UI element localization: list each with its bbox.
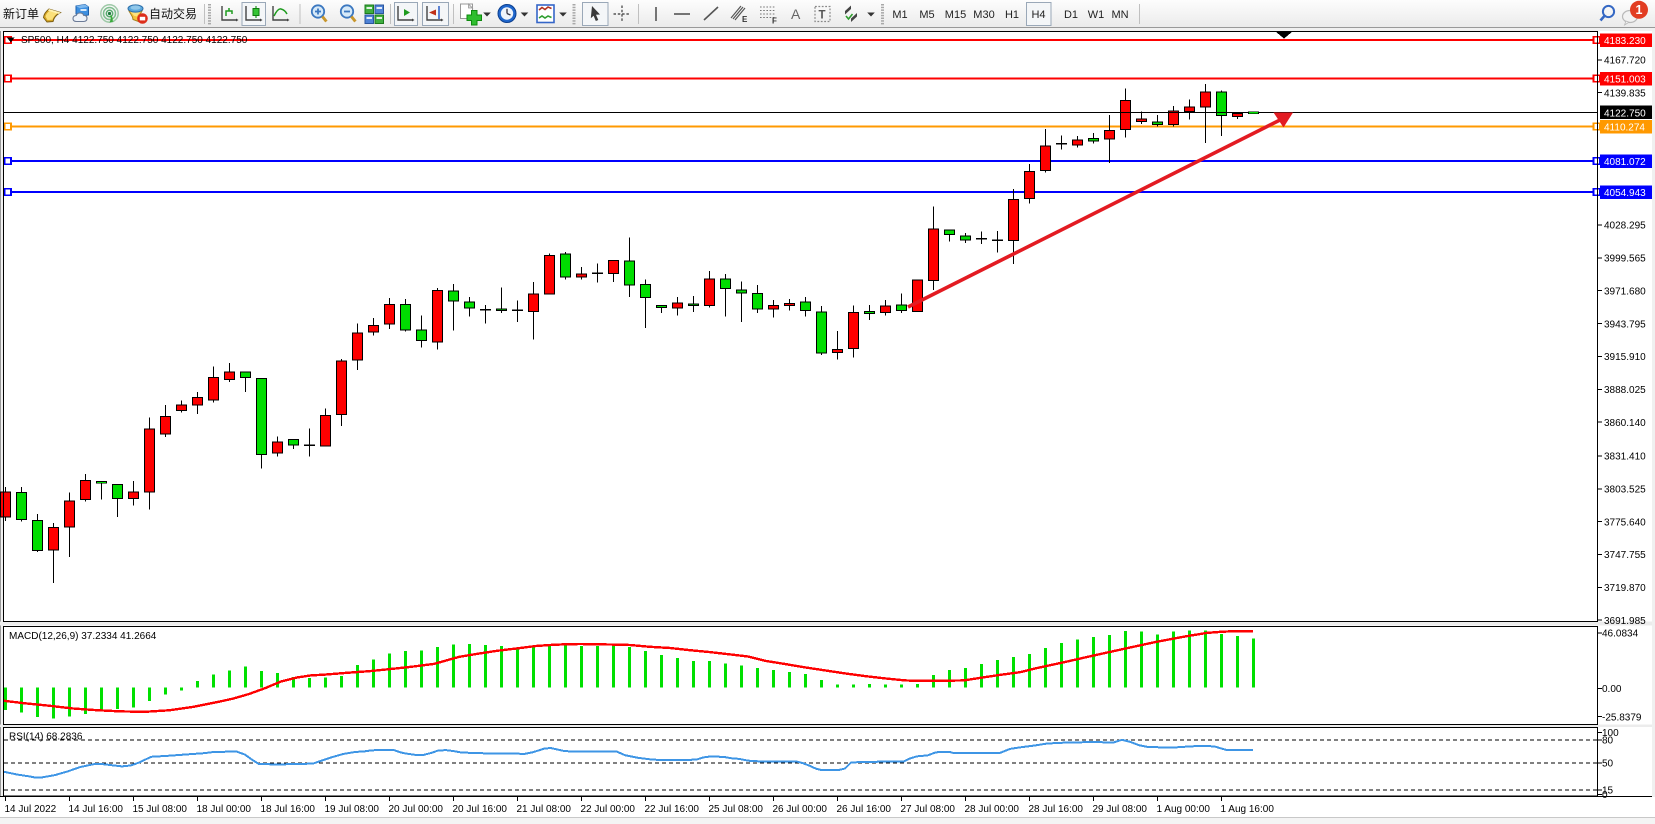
svg-text:14 Jul 16:00: 14 Jul 16:00 — [69, 804, 124, 815]
svg-text:M30: M30 — [973, 9, 994, 21]
svg-text:4110.274: 4110.274 — [1604, 123, 1645, 134]
svg-text:26 Jul 00:00: 26 Jul 00:00 — [773, 804, 828, 815]
svg-text:M15: M15 — [945, 9, 966, 21]
svg-text:3691.985: 3691.985 — [1604, 616, 1646, 627]
svg-text:3999.565: 3999.565 — [1604, 254, 1646, 265]
svg-text:3831.410: 3831.410 — [1604, 452, 1646, 463]
svg-text:4081.072: 4081.072 — [1604, 157, 1646, 168]
svg-text:0.00: 0.00 — [1602, 684, 1622, 695]
svg-text:22 Jul 00:00: 22 Jul 00:00 — [581, 804, 636, 815]
svg-text:25 Jul 08:00: 25 Jul 08:00 — [709, 804, 764, 815]
svg-text:46.0834: 46.0834 — [1602, 629, 1639, 640]
svg-text:3888.025: 3888.025 — [1604, 385, 1646, 396]
svg-text:3747.755: 3747.755 — [1604, 550, 1646, 561]
svg-text:14 Jul 2022: 14 Jul 2022 — [5, 804, 57, 815]
svg-text:M1: M1 — [892, 9, 907, 21]
svg-text:0: 0 — [1602, 790, 1608, 801]
svg-text:A: A — [791, 6, 801, 22]
svg-text:18 Jul 16:00: 18 Jul 16:00 — [261, 804, 316, 815]
svg-text:18 Jul 00:00: 18 Jul 00:00 — [197, 804, 252, 815]
svg-text:4183.230: 4183.230 — [1604, 36, 1646, 47]
svg-text:T: T — [819, 10, 826, 22]
svg-text:3719.870: 3719.870 — [1604, 583, 1646, 594]
svg-text:4167.720: 4167.720 — [1604, 56, 1646, 67]
svg-text:3971.680: 3971.680 — [1604, 286, 1646, 297]
svg-text:4054.943: 4054.943 — [1604, 188, 1646, 199]
svg-text:50: 50 — [1602, 759, 1614, 770]
svg-text:29 Jul 08:00: 29 Jul 08:00 — [1093, 804, 1148, 815]
svg-text:D1: D1 — [1064, 9, 1078, 21]
svg-text:4028.295: 4028.295 — [1604, 221, 1646, 232]
svg-text:3803.525: 3803.525 — [1604, 485, 1646, 496]
svg-text:3915.910: 3915.910 — [1604, 352, 1646, 363]
svg-text:4151.003: 4151.003 — [1604, 75, 1646, 86]
svg-text:15: 15 — [1602, 786, 1614, 797]
svg-text:21 Jul 08:00: 21 Jul 08:00 — [517, 804, 572, 815]
svg-text:3860.140: 3860.140 — [1604, 418, 1646, 429]
svg-text:4139.835: 4139.835 — [1604, 88, 1646, 99]
svg-text:MN: MN — [1111, 9, 1128, 21]
svg-text:1 Aug 16:00: 1 Aug 16:00 — [1221, 804, 1275, 815]
svg-text:28 Jul 00:00: 28 Jul 00:00 — [965, 804, 1020, 815]
svg-text:3943.795: 3943.795 — [1604, 319, 1646, 330]
svg-text:SP500, H4 4122.750 4122.750 4: SP500, H4 4122.750 4122.750 4122.750 412… — [21, 35, 248, 46]
svg-text:MACD(12,26,9) 37.2334 41.2664: MACD(12,26,9) 37.2334 41.2664 — [9, 631, 157, 642]
svg-text:F: F — [772, 17, 777, 26]
svg-text:自动交易: 自动交易 — [149, 6, 197, 21]
svg-text:-25.8379: -25.8379 — [1602, 712, 1642, 723]
svg-text:27 Jul 08:00: 27 Jul 08:00 — [901, 804, 956, 815]
svg-text:80: 80 — [1602, 736, 1614, 747]
svg-text:H1: H1 — [1005, 9, 1019, 21]
svg-text:22 Jul 16:00: 22 Jul 16:00 — [645, 804, 700, 815]
svg-text:新订单: 新订单 — [3, 6, 39, 21]
svg-text:100: 100 — [1602, 728, 1619, 739]
svg-text:20 Jul 16:00: 20 Jul 16:00 — [453, 804, 508, 815]
svg-text:4122.750: 4122.750 — [1604, 109, 1646, 120]
svg-text:19 Jul 08:00: 19 Jul 08:00 — [325, 804, 380, 815]
svg-text:W1: W1 — [1088, 9, 1105, 21]
svg-text:1: 1 — [1636, 3, 1643, 17]
svg-text:26 Jul 16:00: 26 Jul 16:00 — [837, 804, 892, 815]
svg-text:E: E — [742, 15, 748, 24]
svg-text:RSI(14) 68.2836: RSI(14) 68.2836 — [9, 732, 83, 743]
svg-text:M5: M5 — [919, 9, 934, 21]
svg-text:28 Jul 16:00: 28 Jul 16:00 — [1029, 804, 1084, 815]
svg-text:1 Aug 00:00: 1 Aug 00:00 — [1157, 804, 1211, 815]
svg-text:20 Jul 00:00: 20 Jul 00:00 — [389, 804, 444, 815]
svg-text:15 Jul 08:00: 15 Jul 08:00 — [133, 804, 188, 815]
svg-text:3775.640: 3775.640 — [1604, 517, 1646, 528]
svg-text:H4: H4 — [1031, 9, 1045, 21]
